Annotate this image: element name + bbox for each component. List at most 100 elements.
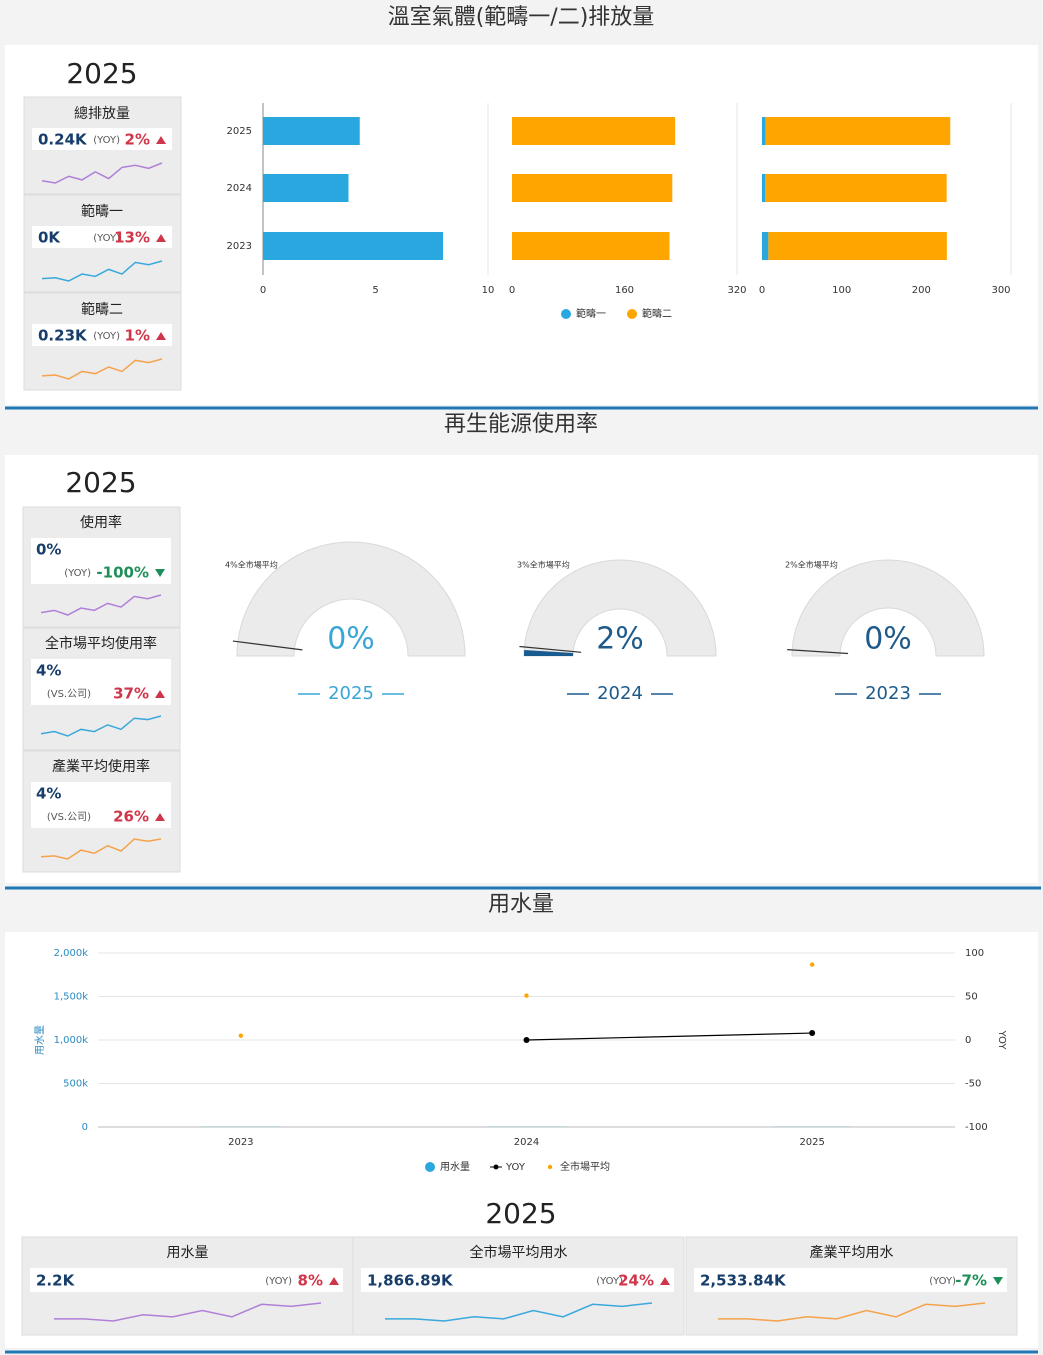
sparkline [54,1302,322,1322]
legend-label: 全市場平均 [560,1160,610,1173]
point [809,1030,816,1037]
kpi-title: 全市場平均用水 [470,1244,568,1261]
gauge-label: 2024 [597,683,643,704]
legend-marker [627,309,637,319]
legend-label: YOY [505,1162,526,1173]
y-tick-label: 1,500k [54,992,89,1003]
kpi-box [32,324,172,346]
bar [765,117,951,145]
kpi-box [31,659,171,705]
x-tick-label: 200 [912,285,931,296]
bar [768,232,947,260]
kpi-value: 0.24K [38,131,88,149]
sparkline [718,1302,986,1322]
bar [762,174,766,202]
kpi-title: 範疇一 [81,203,123,220]
year: 2025 [65,466,136,499]
sparkline [40,838,162,860]
x-tick-label: 10 [482,285,495,296]
trend-arrow [156,332,166,340]
section-title: 用水量 [488,892,554,917]
kpi-title: 使用率 [80,514,122,531]
x-tick-label: 2023 [228,1137,253,1148]
y-tick-label: 1,000k [54,1035,89,1046]
kpi-value: 0K [38,229,61,247]
kpi-basis: (VS.公司) [47,689,91,700]
kpi-basis: (YOY) [64,568,91,579]
gauge-track [523,559,717,657]
benchmark-label: 3%全市場平均 [517,560,570,570]
kpi-box [694,1268,1007,1292]
year: 2025 [485,1197,556,1230]
kpi-basis: (VS.公司) [47,812,91,823]
legend-label: 範疇一 [576,307,606,320]
trend-arrow [156,136,166,144]
gauge-track [791,559,985,657]
benchmark-needle [232,640,303,651]
point [809,962,815,967]
kpi-value: 2.2K [36,1272,76,1290]
bar [512,232,670,260]
kpi-box [32,226,172,248]
point [524,993,529,998]
x-tick-label: 100 [832,285,851,296]
kpi-change: 13% [114,229,150,247]
kpi-value: 0.23K [38,327,88,345]
trend-arrow [155,569,165,577]
sparkline [41,260,163,282]
sparkline [40,594,162,616]
x-tick-label: 0 [509,285,515,296]
benchmark-label: 2%全市場平均 [785,560,838,570]
kpi-value: 1,866.89K [367,1272,454,1290]
benchmark-needle [787,649,849,655]
kpi-title: 範疇二 [81,301,123,318]
kpi-basis: (YOY) [596,1276,623,1287]
y-tick-label: 2,000k [54,948,89,959]
y-axis-title: 用水量 [34,1025,46,1055]
line [526,1032,813,1041]
gauge-value [524,649,574,656]
kpi-box [32,128,172,150]
kpi-box [30,1268,343,1292]
kpi-basis: (YOY) [93,135,120,146]
sparkline [41,358,163,380]
legend-label: 範疇二 [642,307,672,320]
y2-tick-label: 0 [965,1035,971,1046]
x-tick-label: 160 [615,285,634,296]
gauge-label: 2023 [865,683,911,704]
kpi-title: 用水量 [167,1245,209,1261]
legend-marker [561,309,571,319]
kpi-title: 產業平均使用率 [52,758,150,775]
x-tick-label: 300 [991,285,1010,296]
x-tick-label: 5 [372,285,378,296]
kpi-value: 0% [36,541,61,559]
kpi-value: 4% [36,662,61,680]
gauge-value-label: 0% [864,622,912,657]
y2-tick-label: -100 [965,1122,988,1133]
x-tick-label: 320 [727,285,746,296]
y-tick-label: 500k [63,1079,88,1090]
bar [263,117,360,145]
x-tick-label: 2025 [799,1137,824,1148]
bar [762,117,766,145]
y2-tick-label: 50 [965,992,978,1003]
gauge-track [236,541,466,657]
kpi-value: 4% [36,785,61,803]
section-title: 再生能源使用率 [444,412,598,437]
gauge-label: 2025 [328,683,374,704]
gauge-value-label: 2% [596,622,644,657]
x-tick-label: 2024 [514,1137,539,1148]
kpi-box [31,782,171,828]
kpi-value: 2,533.84K [700,1272,787,1290]
y2-tick-label: 100 [965,948,984,959]
legend-marker [425,1162,435,1172]
kpi-basis: (YOY) [93,331,120,342]
kpi-change: -100% [96,564,149,582]
trend-arrow [993,1277,1003,1285]
kpi-basis: (YOY) [929,1276,956,1287]
year: 2025 [66,57,137,90]
x-tick-label: 0 [260,285,266,296]
kpi-change: 2% [125,131,150,149]
x-tick-label: 0 [759,285,765,296]
